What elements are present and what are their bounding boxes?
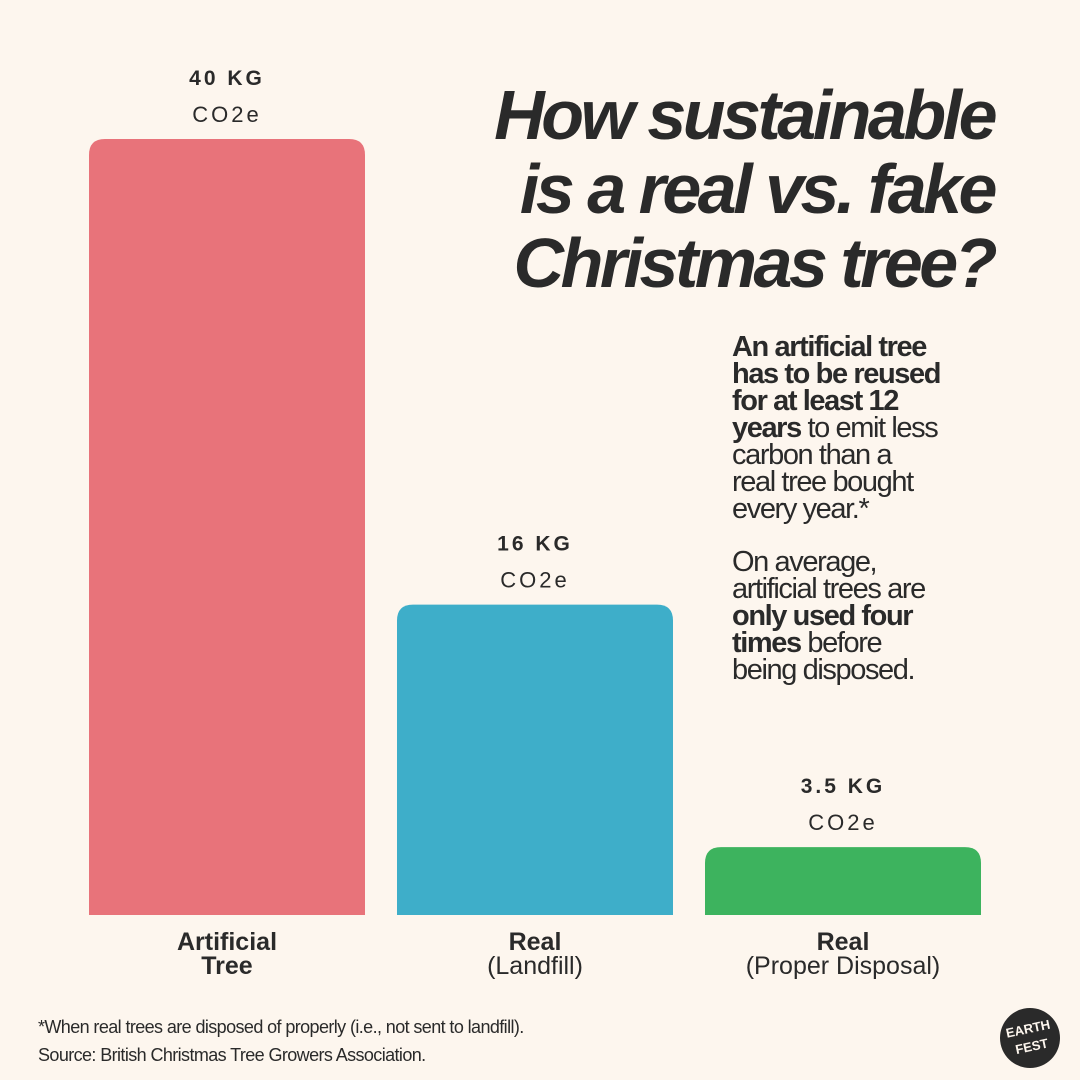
- explanation-text: An artificial tree has to be reused for …: [732, 331, 992, 686]
- footer: *When real trees are disposed of properl…: [38, 1013, 524, 1069]
- bar-3: [705, 847, 981, 915]
- title-line-1: How sustainable: [494, 76, 997, 154]
- note-regular-3: real tree bought: [732, 466, 914, 498]
- unit-label-1: CO2e: [192, 102, 261, 127]
- note-bold-6: times: [732, 627, 802, 659]
- note-bold-4: years: [732, 412, 802, 444]
- value-label-2: 16 KG: [497, 533, 573, 556]
- note-tail-1: before: [800, 627, 882, 659]
- note-lead-2: artificial trees are: [732, 573, 926, 605]
- note-regular-1: to emit less: [800, 412, 938, 444]
- footnote: *When real trees are disposed of properl…: [38, 1017, 524, 1037]
- unit-label-3: CO2e: [808, 810, 877, 835]
- explanation-paragraph-1: An artificial tree has to be reused for …: [732, 331, 992, 525]
- category-label-2-2: (Landfill): [487, 952, 583, 980]
- value-label-3: 3.5 KG: [801, 775, 886, 798]
- bar-2: [397, 604, 673, 915]
- note-regular-2: carbon than a: [732, 439, 893, 471]
- title-line-2: is a real vs. fake: [519, 150, 998, 228]
- note-bold-2: has to be reused: [732, 358, 941, 390]
- category-label-3-1: Real: [817, 928, 870, 956]
- note-tail-2: being disposed.: [732, 654, 916, 686]
- category-label-3-2: (Proper Disposal): [746, 952, 941, 980]
- bar-1: [89, 139, 365, 915]
- page-title: How sustainable is a real vs. fake Chris…: [374, 76, 998, 302]
- value-label-1: 40 KG: [189, 67, 265, 90]
- earthfest-logo: EARTH FEST: [994, 1002, 1066, 1074]
- source-citation: Source: British Christmas Tree Growers A…: [38, 1045, 426, 1065]
- unit-label-2: CO2e: [500, 568, 569, 593]
- note-regular-4: every year.*: [732, 493, 870, 525]
- note-bold-1: An artificial tree: [732, 331, 927, 363]
- note-bold-3: for at least 12: [732, 385, 899, 417]
- note-lead-1: On average,: [732, 546, 878, 578]
- category-label-2-1: Real: [509, 928, 562, 956]
- note-bold-5: only used four: [732, 600, 914, 632]
- category-label-1-1: Artificial: [177, 928, 277, 956]
- category-label-1-2: Tree: [201, 952, 253, 980]
- explanation-paragraph-2: On average, artificial trees are only us…: [732, 546, 992, 686]
- title-line-3: Christmas tree?: [513, 224, 998, 302]
